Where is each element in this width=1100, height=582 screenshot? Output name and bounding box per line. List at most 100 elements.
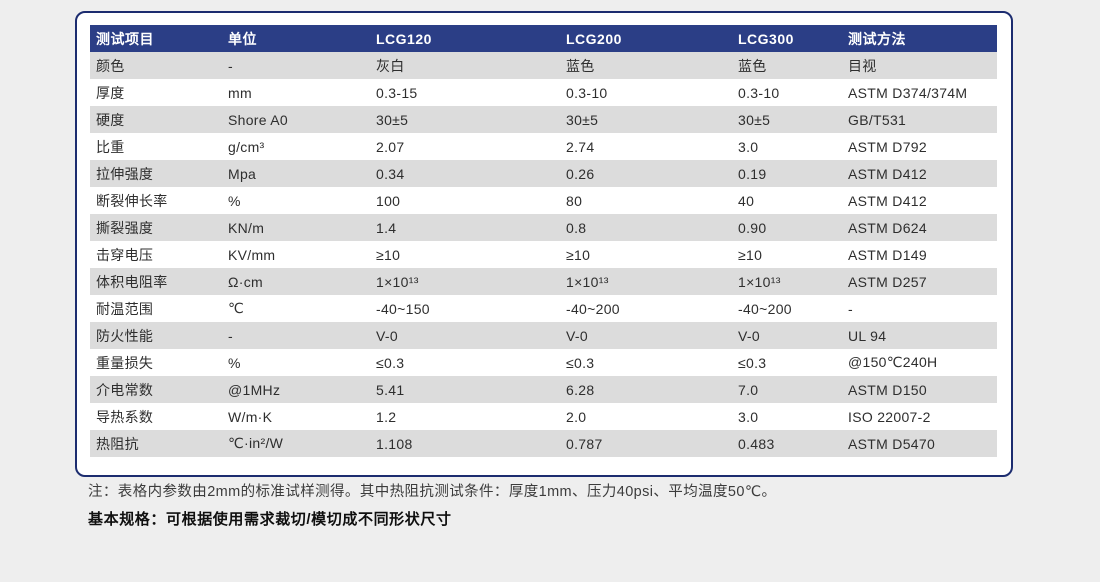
table-row: 耐温范围 ℃ -40~150 -40~200 -40~200-	[90, 295, 997, 322]
table-cell-lcg300: 蓝色	[732, 52, 842, 79]
table-cell-unit: ℃·in²/W	[222, 430, 370, 457]
header-row: 测试项目 单位 LCG120 LCG200 LCG300 测试方法	[90, 25, 997, 52]
table-cell-item: 防火性能	[90, 322, 222, 349]
table-row: 撕裂强度 KN/m 1.4 0.8 0.90 ASTM D624	[90, 214, 997, 241]
table-cell-unit: %	[222, 187, 370, 214]
table-cell-item: 热阻抗	[90, 430, 222, 457]
table-cell-method: -	[842, 295, 997, 322]
table-cell-lcg120: 0.34	[370, 160, 560, 187]
footnote-measurement-conditions: 注：表格内参数由2mm的标准试样测得。其中热阻抗测试条件：厚度1mm、压力40p…	[88, 484, 777, 500]
table-cell-item: 体积电阻率	[90, 268, 222, 295]
table-cell-item: 重量损失	[90, 349, 222, 376]
table-cell-lcg120: 1.4	[370, 214, 560, 241]
table-cell-lcg300: V-0	[732, 322, 842, 349]
table-cell-lcg300: 0.3-10	[732, 79, 842, 106]
table-cell-method: @150℃240H	[842, 349, 997, 376]
table-cell-unit: @1MHz	[222, 376, 370, 403]
table-cell-unit: Shore A0	[222, 106, 370, 133]
table-cell-item: 拉伸强度	[90, 160, 222, 187]
spec-table-wrap: 测试项目 单位 LCG120 LCG200 LCG300 测试方法 颜色 - 灰白蓝…	[90, 25, 999, 457]
table-cell-unit: W/m·K	[222, 403, 370, 430]
table-cell-lcg200: ≥10	[560, 241, 732, 268]
table-cell-unit: -	[222, 52, 370, 79]
table-cell-method: UL 94	[842, 322, 997, 349]
column-header-unit: 单位	[222, 25, 370, 52]
table-cell-lcg200: ≤0.3	[560, 349, 732, 376]
table-cell-lcg120: ≥10	[370, 241, 560, 268]
table-cell-lcg300: 1×10¹³	[732, 268, 842, 295]
table-row: 重量损失% ≤0.3 ≤0.3 ≤0.3 @150℃240H	[90, 349, 997, 376]
table-cell-unit: KV/mm	[222, 241, 370, 268]
table-cell-unit: mm	[222, 79, 370, 106]
table-row: 断裂伸长率% 100 80 40 ASTM D412	[90, 187, 997, 214]
table-row: 介电常数 @1MHz 5.41 6.28 7.0 ASTM D150	[90, 376, 997, 403]
table-cell-lcg200: 0.787	[560, 430, 732, 457]
table-cell-method: ASTM D257	[842, 268, 997, 295]
table-row: 防火性能 - V-0 V-0 V-0 UL 94	[90, 322, 997, 349]
table-cell-item: 耐温范围	[90, 295, 222, 322]
spec-table-header: 测试项目 单位 LCG120 LCG200 LCG300 测试方法	[90, 25, 997, 52]
table-cell-lcg200: -40~200	[560, 295, 732, 322]
table-cell-lcg120: 5.41	[370, 376, 560, 403]
table-cell-unit: ℃	[222, 295, 370, 322]
table-cell-lcg120: 30±5	[370, 106, 560, 133]
table-cell-lcg200: 蓝色	[560, 52, 732, 79]
table-cell-unit: g/cm³	[222, 133, 370, 160]
spec-card: 测试项目 单位 LCG120 LCG200 LCG300 测试方法 颜色 - 灰白蓝…	[75, 11, 1013, 477]
table-cell-lcg120: 100	[370, 187, 560, 214]
column-header-lcg200: LCG200	[560, 25, 732, 52]
table-row: 硬度 Shore A0 30±5 30±5 30±5 GB/T531	[90, 106, 997, 133]
table-cell-lcg300: 7.0	[732, 376, 842, 403]
table-row: 比重 g/cm³ 2.07 2.74 3.0 ASTM D792	[90, 133, 997, 160]
table-cell-lcg300: 3.0	[732, 403, 842, 430]
table-cell-lcg120: 灰白	[370, 52, 560, 79]
table-row: 导热系数 W/m·K 1.2 2.0 3.0 ISO 22007-2	[90, 403, 997, 430]
table-cell-lcg120: -40~150	[370, 295, 560, 322]
table-cell-unit: %	[222, 349, 370, 376]
table-cell-method: ASTM D5470	[842, 430, 997, 457]
table-cell-lcg300: 30±5	[732, 106, 842, 133]
table-cell-lcg200: 0.26	[560, 160, 732, 187]
table-cell-item: 导热系数	[90, 403, 222, 430]
table-cell-lcg120: 1.108	[370, 430, 560, 457]
table-cell-item: 击穿电压	[90, 241, 222, 268]
table-cell-lcg200: V-0	[560, 322, 732, 349]
table-cell-lcg200: 0.8	[560, 214, 732, 241]
table-cell-lcg120: V-0	[370, 322, 560, 349]
table-cell-method: ASTM D412	[842, 160, 997, 187]
table-row: 热阻抗 ℃·in²/W 1.108 0.787 0.483 ASTM D5470	[90, 430, 997, 457]
table-cell-lcg200: 80	[560, 187, 732, 214]
table-cell-unit: Mpa	[222, 160, 370, 187]
table-cell-lcg300: ≤0.3	[732, 349, 842, 376]
table-cell-lcg200: 2.74	[560, 133, 732, 160]
table-cell-lcg200: 0.3-10	[560, 79, 732, 106]
table-cell-lcg200: 30±5	[560, 106, 732, 133]
table-cell-lcg120: 2.07	[370, 133, 560, 160]
table-cell-method: ASTM D792	[842, 133, 997, 160]
table-cell-method: ASTM D412	[842, 187, 997, 214]
column-header-lcg120: LCG120	[370, 25, 560, 52]
table-cell-method: ISO 22007-2	[842, 403, 997, 430]
table-cell-item: 比重	[90, 133, 222, 160]
table-cell-lcg120: 1×10¹³	[370, 268, 560, 295]
table-cell-item: 颜色	[90, 52, 222, 79]
table-cell-lcg300: 3.0	[732, 133, 842, 160]
table-cell-method: ASTM D150	[842, 376, 997, 403]
table-cell-lcg200: 6.28	[560, 376, 732, 403]
table-cell-unit: Ω·cm	[222, 268, 370, 295]
table-row: 体积电阻率 Ω·cm 1×10¹³ 1×10¹³ 1×10¹³ ASTM D257	[90, 268, 997, 295]
column-header-method: 测试方法	[842, 25, 997, 52]
table-cell-lcg200: 2.0	[560, 403, 732, 430]
table-cell-item: 断裂伸长率	[90, 187, 222, 214]
table-cell-method: 目视	[842, 52, 997, 79]
table-cell-unit: -	[222, 322, 370, 349]
footnote-basic-spec: 基本规格：可根据使用需求裁切/模切成不同形状尺寸	[88, 511, 452, 528]
table-cell-method: ASTM D624	[842, 214, 997, 241]
table-cell-method: GB/T531	[842, 106, 997, 133]
table-row: 颜色 - 灰白 蓝色 蓝色 目视	[90, 52, 997, 79]
table-cell-method: ASTM D149	[842, 241, 997, 268]
table-cell-item: 撕裂强度	[90, 214, 222, 241]
table-cell-item: 厚度	[90, 79, 222, 106]
column-header-lcg300: LCG300	[732, 25, 842, 52]
